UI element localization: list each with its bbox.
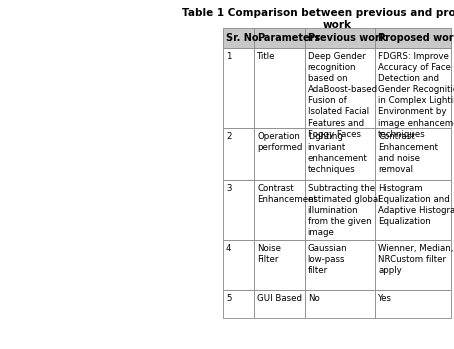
Text: Sr. No.: Sr. No. (226, 33, 262, 43)
Text: 4: 4 (226, 244, 232, 253)
Text: Contrast
Enhancement: Contrast Enhancement (257, 184, 317, 204)
Bar (375, 180, 451, 240)
Text: 5: 5 (226, 294, 232, 303)
Text: Wienner, Median,
NRCustom filter
apply: Wienner, Median, NRCustom filter apply (378, 244, 454, 275)
Text: Operation
performed: Operation performed (257, 132, 302, 152)
Text: No: No (308, 294, 320, 303)
Bar (305, 28, 375, 48)
Bar (254, 180, 305, 240)
Text: GUI Based: GUI Based (257, 294, 302, 303)
Bar (305, 128, 375, 180)
Text: 2: 2 (226, 132, 232, 141)
Text: Proposed work: Proposed work (378, 33, 454, 43)
Text: Table 1 Comparison between previous and proposed
work: Table 1 Comparison between previous and … (183, 8, 454, 30)
Text: Contrast
Enhancement
and noise
removal: Contrast Enhancement and noise removal (378, 132, 438, 174)
Bar (375, 48, 451, 128)
Text: 3: 3 (226, 184, 232, 193)
Bar (375, 128, 451, 180)
Bar (254, 240, 305, 290)
Bar (375, 240, 451, 290)
Text: FDGRS: Improve
Accuracy of Face
Detection and
Gender Recognition
in Complex Ligh: FDGRS: Improve Accuracy of Face Detectio… (378, 52, 454, 139)
Bar (254, 48, 305, 128)
Bar (223, 28, 254, 48)
Bar (305, 48, 375, 128)
Text: Yes: Yes (378, 294, 392, 303)
Text: Title: Title (257, 52, 276, 61)
Bar (375, 28, 451, 48)
Text: Lighting
invariant
enhancement
techniques: Lighting invariant enhancement technique… (308, 132, 368, 174)
Bar (223, 180, 254, 240)
Text: Noise
Filter: Noise Filter (257, 244, 281, 264)
Bar (375, 290, 451, 318)
Text: Previous work: Previous work (308, 33, 386, 43)
Bar (254, 128, 305, 180)
Bar (223, 48, 254, 128)
Text: 1: 1 (226, 52, 232, 61)
Text: Parameters: Parameters (257, 33, 321, 43)
Bar (223, 128, 254, 180)
Bar (223, 240, 254, 290)
Bar (305, 180, 375, 240)
Bar (254, 28, 305, 48)
Text: Deep Gender
recognition
based on
AdaBoost-based
Fusion of
Isolated Facial
Featur: Deep Gender recognition based on AdaBoos… (308, 52, 378, 139)
Bar (254, 290, 305, 318)
Text: Gaussian
low-pass
filter: Gaussian low-pass filter (308, 244, 347, 275)
Text: Subtracting the
estimated global
illumination
from the given
image: Subtracting the estimated global illumin… (308, 184, 380, 237)
Bar (223, 290, 254, 318)
Bar (305, 290, 375, 318)
Bar (305, 240, 375, 290)
Text: Histogram
Equalization and
Adaptive Histogram
Equalization: Histogram Equalization and Adaptive Hist… (378, 184, 454, 226)
